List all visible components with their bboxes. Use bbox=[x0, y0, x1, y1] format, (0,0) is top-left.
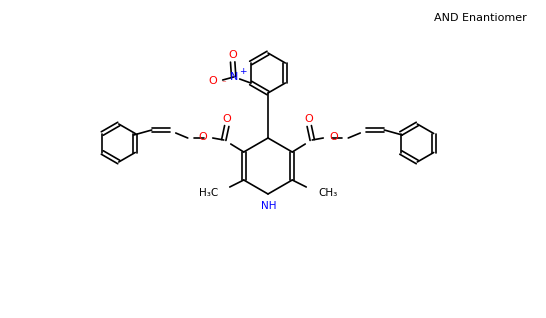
Text: O: O bbox=[228, 50, 237, 60]
Text: O: O bbox=[208, 76, 217, 86]
Text: CH₃: CH₃ bbox=[318, 188, 337, 198]
Text: O: O bbox=[329, 132, 338, 142]
Text: H₃C: H₃C bbox=[199, 188, 218, 198]
Text: O: O bbox=[222, 114, 231, 124]
Text: N: N bbox=[229, 72, 238, 82]
Text: +: + bbox=[239, 67, 246, 77]
Text: NH: NH bbox=[261, 201, 277, 211]
Text: O: O bbox=[198, 132, 207, 142]
Text: O: O bbox=[305, 114, 313, 124]
Text: AND Enantiomer: AND Enantiomer bbox=[434, 13, 526, 23]
Text: ⁻: ⁻ bbox=[222, 80, 227, 88]
